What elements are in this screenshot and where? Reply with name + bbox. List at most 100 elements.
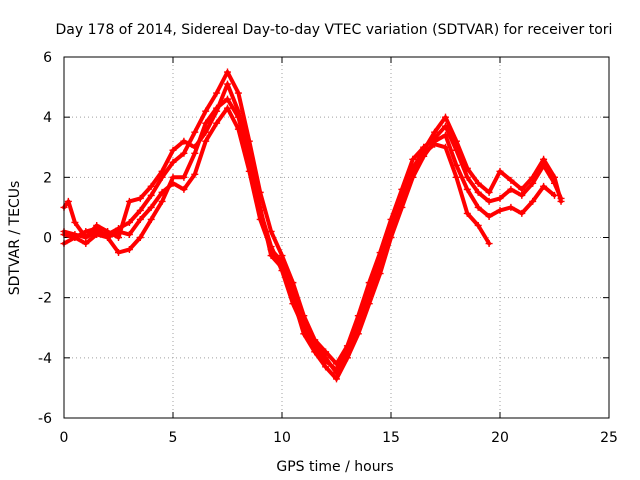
x-tick-label: 0 xyxy=(60,430,69,446)
data-point xyxy=(496,206,504,214)
data-point xyxy=(224,80,231,88)
data-point xyxy=(463,209,471,217)
data-point xyxy=(409,167,417,175)
data-point xyxy=(202,119,210,127)
data-point xyxy=(82,240,90,248)
data-point xyxy=(213,119,221,127)
data-point xyxy=(245,149,253,157)
x-tick-label: 10 xyxy=(273,430,291,446)
data-point xyxy=(474,179,482,187)
series-trace xyxy=(62,82,563,372)
data-point xyxy=(125,230,133,238)
data-point xyxy=(551,191,558,199)
data-point xyxy=(551,173,558,181)
data-point xyxy=(333,369,340,377)
data-point xyxy=(191,170,199,178)
y-axis-label: SDTVAR / TECUs xyxy=(7,181,23,296)
data-point xyxy=(529,173,537,181)
data-point xyxy=(158,188,166,196)
data-point xyxy=(289,288,297,296)
data-point xyxy=(267,227,275,235)
data-point xyxy=(191,143,199,151)
data-point xyxy=(463,173,471,181)
x-tick-label: 25 xyxy=(600,430,618,446)
data-point xyxy=(147,182,155,190)
data-point xyxy=(191,128,199,136)
data-point xyxy=(278,252,286,260)
data-point xyxy=(115,234,122,241)
data-point xyxy=(169,173,177,181)
data-point xyxy=(136,206,144,214)
data-point xyxy=(343,351,351,359)
data-point xyxy=(180,149,188,157)
data-point xyxy=(463,185,471,193)
data-point xyxy=(518,209,526,217)
data-point xyxy=(463,164,471,172)
data-point xyxy=(104,227,112,235)
data-point xyxy=(278,258,286,266)
x-tick-label: 5 xyxy=(169,430,178,446)
data-point xyxy=(431,128,439,136)
data-point xyxy=(398,197,406,205)
data-point xyxy=(409,155,417,163)
data-point xyxy=(474,221,482,229)
data-point xyxy=(202,128,210,136)
data-point xyxy=(485,240,493,248)
data-point xyxy=(202,137,210,145)
data-point xyxy=(125,197,133,205)
data-point xyxy=(82,227,90,235)
axis-tick-labels: 0 5 10 15 20 25 -6 -4 -2 0 2 4 6 xyxy=(38,50,618,446)
data-point xyxy=(115,227,122,235)
data-point xyxy=(496,194,504,202)
data-point xyxy=(322,354,330,362)
data-point xyxy=(365,294,373,302)
data-point xyxy=(158,167,166,175)
data-point xyxy=(507,203,515,211)
data-point xyxy=(136,234,144,241)
data-point xyxy=(224,68,231,76)
data-point xyxy=(213,107,221,115)
y-tick-label: 6 xyxy=(43,50,52,66)
data-point xyxy=(93,224,101,232)
data-point xyxy=(529,179,537,187)
data-point xyxy=(333,375,340,383)
data-point xyxy=(452,173,460,181)
data-series xyxy=(60,68,565,383)
y-tick-label: -4 xyxy=(38,351,52,367)
data-point xyxy=(158,197,166,205)
data-point xyxy=(540,155,548,163)
chart-title: Day 178 of 2014, Sidereal Day-to-day VTE… xyxy=(56,22,613,38)
data-point xyxy=(147,203,155,211)
data-point xyxy=(376,264,384,272)
data-point xyxy=(485,212,493,220)
data-point xyxy=(82,234,90,241)
data-point xyxy=(474,203,482,211)
y-tick-label: 2 xyxy=(43,170,52,186)
data-point xyxy=(180,185,188,193)
data-point xyxy=(71,218,79,226)
data-point xyxy=(387,227,395,235)
data-point xyxy=(354,324,362,332)
data-point xyxy=(300,321,308,329)
data-point xyxy=(234,89,242,97)
series-track-d xyxy=(60,104,493,377)
y-tick-label: 0 xyxy=(43,231,52,247)
data-point xyxy=(191,149,199,157)
data-point xyxy=(507,185,515,193)
series-trace xyxy=(62,106,492,375)
data-point xyxy=(234,125,242,133)
data-point xyxy=(431,140,439,148)
data-point xyxy=(557,197,565,205)
data-point xyxy=(224,104,231,112)
data-point xyxy=(474,188,482,196)
plot-frame xyxy=(63,56,610,419)
y-tick-label: -6 xyxy=(38,411,52,427)
data-point xyxy=(64,197,72,205)
data-point xyxy=(180,173,188,181)
data-point xyxy=(267,246,275,254)
data-point xyxy=(71,234,79,241)
data-point xyxy=(420,149,428,157)
y-tick-label: 4 xyxy=(43,110,52,126)
data-point xyxy=(245,167,253,175)
data-point xyxy=(169,179,177,187)
